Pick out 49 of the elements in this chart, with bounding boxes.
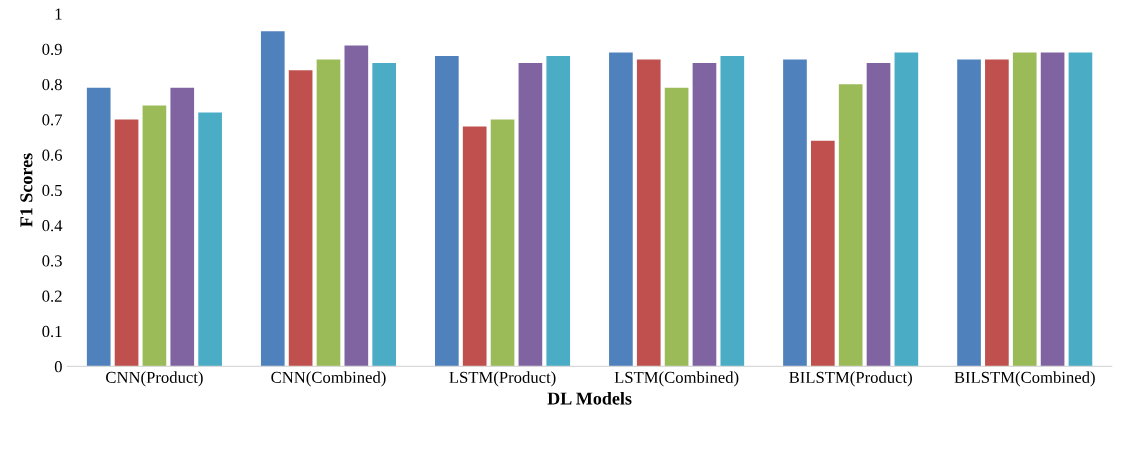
bar — [810, 140, 835, 367]
bar — [114, 119, 139, 367]
bar — [720, 56, 745, 367]
y-tick-label: 0.4 — [42, 220, 63, 232]
bar — [1040, 52, 1065, 367]
bar — [518, 63, 543, 367]
bar — [838, 84, 863, 367]
bar — [490, 119, 515, 367]
y-tick-label: 0.3 — [42, 255, 62, 267]
y-tick-label: 0.9 — [42, 43, 62, 56]
bar — [316, 59, 341, 367]
y-tick-label: 0.7 — [42, 114, 63, 126]
bar — [546, 56, 571, 367]
y-tick-label: 0.1 — [42, 325, 62, 338]
bar — [664, 87, 689, 367]
bar — [435, 56, 459, 367]
y-tick-label: 0.8 — [42, 78, 62, 91]
bar — [609, 52, 633, 367]
bar — [198, 112, 222, 367]
bar — [783, 59, 807, 367]
bar — [957, 59, 981, 367]
bar — [86, 87, 111, 367]
bar — [894, 52, 919, 367]
bar — [344, 45, 369, 367]
y-tick-label: 0 — [54, 361, 62, 373]
x-tick-label: LSTM(Product) — [449, 371, 556, 387]
x-tick-label: LSTM(Combined) — [614, 371, 739, 387]
bar — [1068, 52, 1093, 367]
y-tick-label: 0.6 — [42, 149, 63, 161]
bar — [692, 63, 717, 367]
bar — [372, 63, 397, 367]
bar — [462, 126, 487, 367]
bar — [142, 105, 167, 367]
x-tick-label: BILSTM(Combined) — [954, 371, 1095, 387]
y-tick-label: 0.5 — [42, 184, 62, 197]
y-axis-title: F1 Scores — [20, 153, 33, 227]
bar — [170, 87, 195, 367]
y-tick-label: 0.2 — [42, 290, 62, 302]
x-tick-label: BILSTM(Product) — [789, 371, 912, 387]
bar — [288, 70, 313, 367]
bar — [260, 31, 285, 367]
x-tick-label: CNN(Product) — [106, 371, 203, 387]
bar — [985, 59, 1009, 367]
y-tick-label: 1 — [55, 8, 62, 20]
bar — [1012, 52, 1037, 367]
bar — [636, 59, 661, 367]
bar — [866, 63, 891, 367]
x-axis-title: DL Models — [547, 391, 632, 405]
x-tick-label: CNN(Combined) — [271, 371, 386, 387]
